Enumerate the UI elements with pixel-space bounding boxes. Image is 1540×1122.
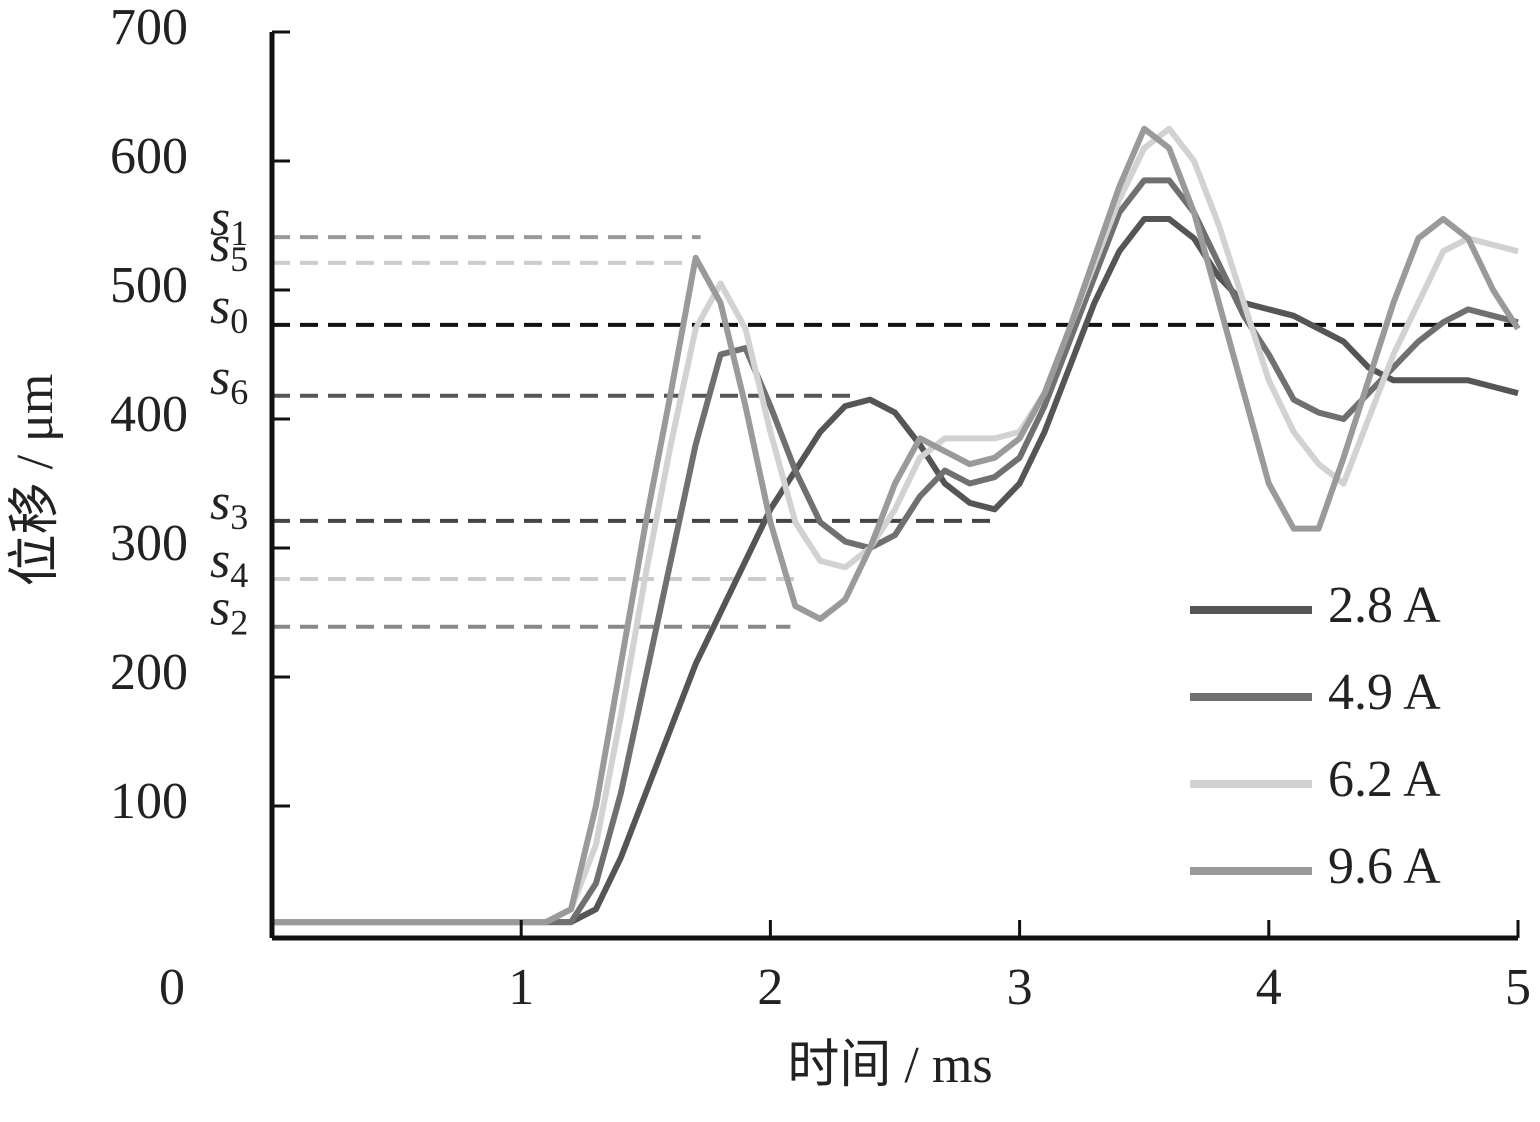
reference-label: s3 (210, 474, 248, 537)
reference-symbol: s (210, 216, 230, 273)
reference-symbol: s (210, 190, 230, 247)
y-tick-label: 600 (110, 128, 188, 185)
x-tick-label: 3 (1007, 959, 1033, 1016)
reference-symbol: s (210, 278, 230, 335)
x-tick-label: 0 (159, 959, 185, 1016)
y-tick-label: 400 (110, 386, 188, 443)
reference-subscript: 5 (230, 239, 248, 279)
y-axis-label: 位移 / μm (7, 374, 64, 587)
reference-label: s0 (210, 278, 248, 341)
y-tick-label: 300 (110, 515, 188, 572)
reference-symbol: s (210, 580, 230, 637)
series-line (272, 125, 1521, 926)
reference-label: s6 (210, 349, 248, 412)
series-line (272, 177, 1519, 926)
x-axis-label: 时间 / ms (787, 1037, 992, 1094)
y-tick-label: 100 (110, 773, 188, 830)
x-tick-label: 5 (1505, 959, 1531, 1016)
x-tick-label: 4 (1256, 959, 1282, 1016)
legend-label: 6.2 A (1328, 751, 1441, 808)
reference-symbol: s (210, 349, 230, 406)
y-tick-label: 500 (110, 257, 188, 314)
reference-label: s4 (210, 532, 248, 595)
reference-label: s1 (210, 190, 248, 253)
reference-subscript: 6 (230, 372, 248, 412)
reference-subscript: 2 (230, 603, 248, 643)
x-tick-label: 1 (508, 959, 534, 1016)
reference-symbol: s (210, 532, 230, 589)
reference-subscript: 4 (230, 555, 248, 595)
reference-subscript: 0 (230, 301, 248, 341)
reference-label: s5 (210, 216, 248, 279)
reference-subscript: 1 (230, 213, 248, 253)
y-tick-label: 200 (110, 644, 188, 701)
y-tick-label: 700 (110, 0, 188, 56)
x-tick-label: 2 (757, 959, 783, 1016)
legend-label: 9.6 A (1328, 838, 1441, 895)
reference-subscript: 3 (230, 497, 248, 537)
legend-label: 4.9 A (1328, 664, 1441, 721)
reference-label: s2 (210, 580, 248, 643)
legend-label: 2.8 A (1328, 577, 1441, 634)
reference-symbol: s (210, 474, 230, 531)
